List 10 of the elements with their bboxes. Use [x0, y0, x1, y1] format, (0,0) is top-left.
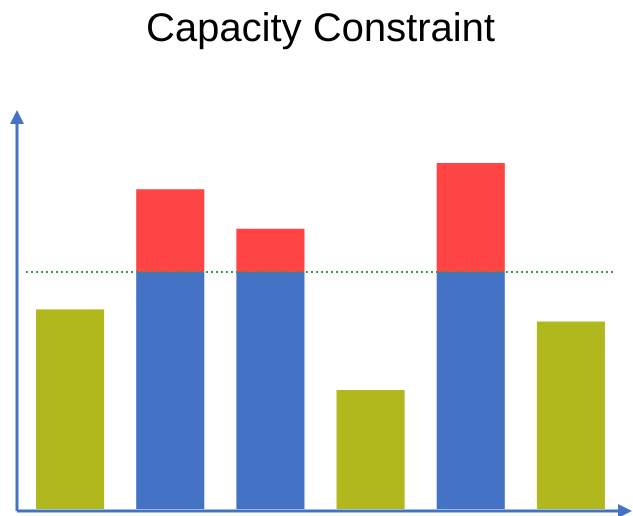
bar	[336, 390, 405, 509]
bar	[436, 163, 505, 272]
bar	[536, 321, 605, 509]
chart-title: Capacity Constraint	[146, 6, 496, 50]
bar	[236, 228, 304, 272]
bar	[236, 272, 304, 509]
bar	[136, 272, 204, 509]
bar	[36, 309, 104, 509]
bar	[436, 272, 505, 509]
bar	[136, 189, 204, 272]
